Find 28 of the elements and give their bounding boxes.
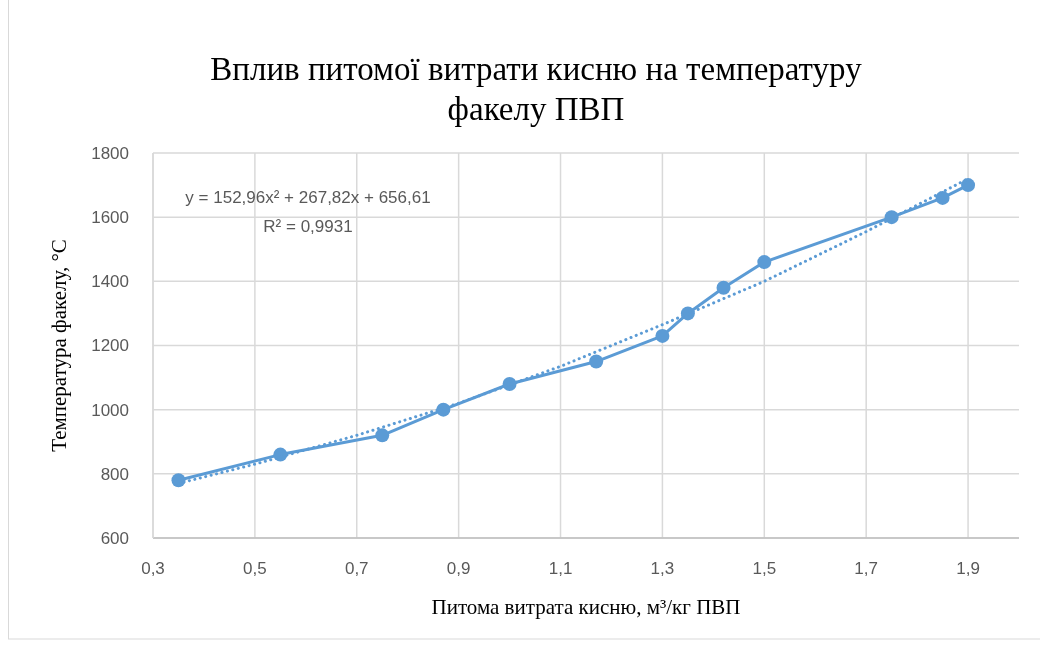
y-tick-label: 800 bbox=[100, 464, 129, 484]
x-tick-label: 1,7 bbox=[854, 559, 878, 578]
x-tick-label: 1,3 bbox=[650, 559, 675, 578]
point bbox=[935, 190, 950, 205]
point bbox=[757, 255, 772, 270]
y-tick-label: 1800 bbox=[91, 143, 129, 163]
x-tick-label: 0,7 bbox=[344, 559, 369, 578]
point bbox=[655, 328, 670, 343]
y-tick-label: 1400 bbox=[91, 272, 129, 292]
y-tick-label: 1200 bbox=[91, 336, 129, 356]
x-tick-label: 1,9 bbox=[956, 559, 980, 578]
point bbox=[375, 428, 390, 443]
annotation: R² = 0,9931 bbox=[263, 217, 353, 236]
x-tick-label: 1,1 bbox=[548, 559, 573, 578]
x-tick-label: 0,5 bbox=[243, 559, 267, 578]
x-tick-label: 0,3 bbox=[141, 559, 165, 578]
x-tick-label: 1,5 bbox=[752, 559, 777, 578]
x-tick-label: 0,9 bbox=[446, 559, 471, 578]
x-axis-title: Питома витрата кисню, м³/кг ПВП bbox=[431, 595, 741, 619]
point bbox=[716, 280, 731, 295]
y-tick-label: 1000 bbox=[91, 400, 129, 420]
annotation: y = 152,96x² + 267,82x + 656,61 bbox=[185, 188, 431, 207]
y-tick-label: 600 bbox=[100, 528, 129, 548]
point bbox=[589, 354, 604, 369]
chart-title: Вплив питомої витрати кисню на температуру факелу ПВП bbox=[210, 51, 863, 127]
point bbox=[961, 178, 976, 193]
y-tick-label: 1600 bbox=[91, 208, 129, 228]
y-axis-title: Температура факелу, °C bbox=[47, 239, 71, 452]
